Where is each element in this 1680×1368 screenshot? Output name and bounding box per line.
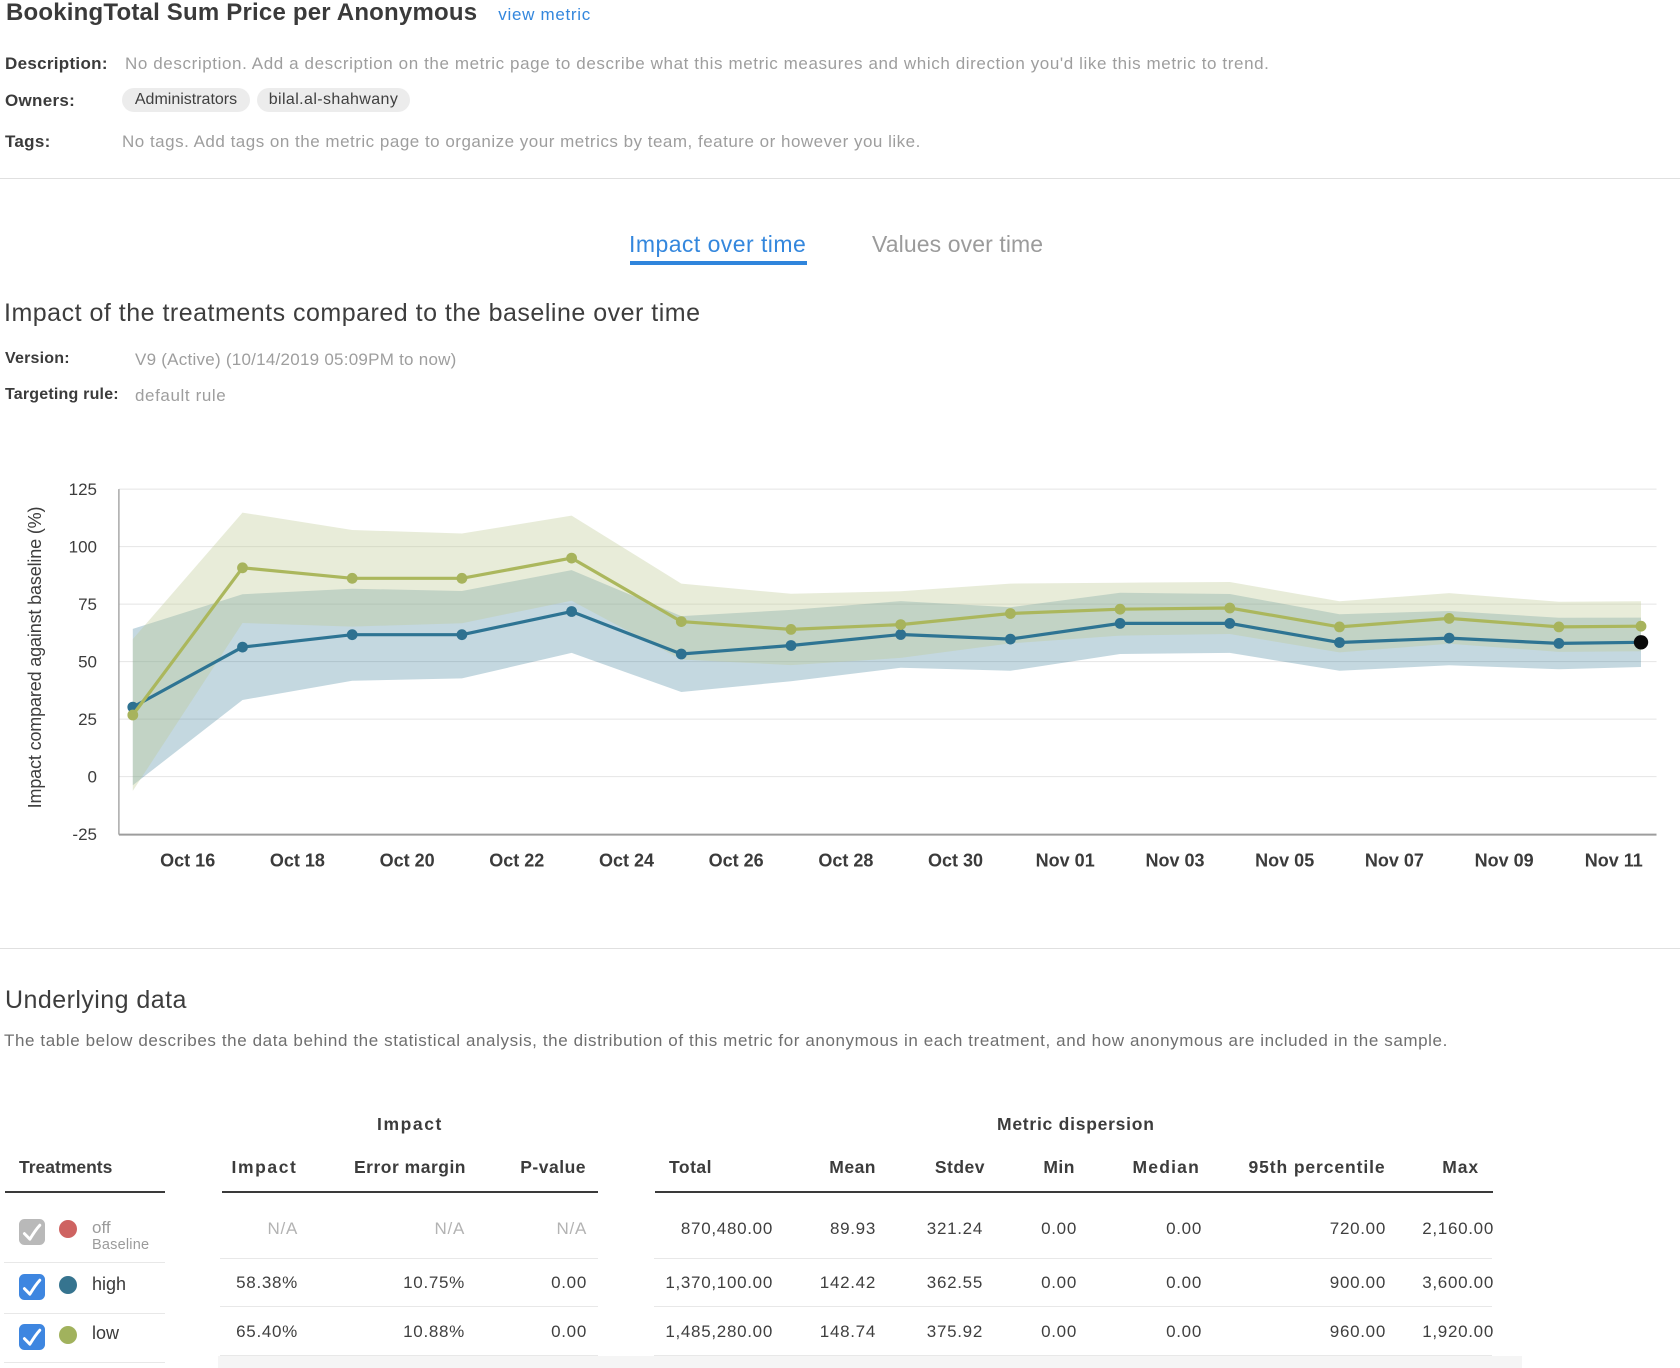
svg-text:Nov 03: Nov 03 (1145, 851, 1204, 871)
svg-text:Impact compared against baseli: Impact compared against baseline (%) (25, 507, 45, 809)
svg-text:Nov 01: Nov 01 (1036, 851, 1095, 871)
svg-text:Oct 24: Oct 24 (599, 851, 654, 871)
svg-text:0: 0 (88, 768, 97, 787)
svg-text:100: 100 (69, 538, 97, 557)
svg-text:Oct 28: Oct 28 (818, 851, 873, 871)
svg-text:Oct 26: Oct 26 (709, 851, 764, 871)
svg-text:Oct 20: Oct 20 (380, 851, 435, 871)
svg-text:Oct 16: Oct 16 (160, 851, 215, 871)
svg-text:Nov 11: Nov 11 (1585, 851, 1643, 871)
svg-text:50: 50 (78, 653, 97, 672)
svg-text:Oct 22: Oct 22 (489, 851, 544, 871)
svg-text:-25: -25 (72, 825, 97, 844)
svg-text:Nov 09: Nov 09 (1475, 851, 1534, 871)
svg-text:Oct 18: Oct 18 (270, 851, 325, 871)
svg-text:25: 25 (78, 710, 97, 729)
svg-text:75: 75 (78, 595, 97, 614)
svg-text:Oct 30: Oct 30 (928, 851, 983, 871)
svg-text:Nov 05: Nov 05 (1255, 851, 1314, 871)
svg-text:125: 125 (69, 480, 97, 499)
svg-text:Nov 07: Nov 07 (1365, 851, 1424, 871)
